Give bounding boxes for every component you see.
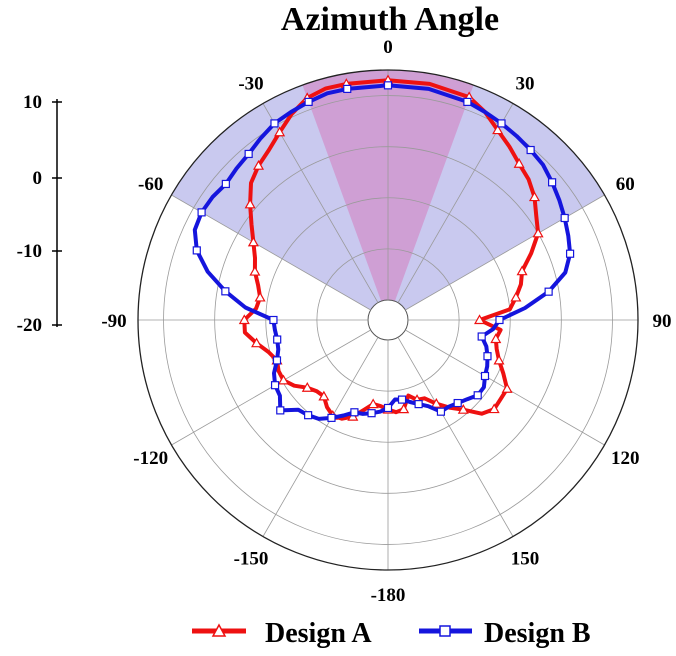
data-point-design-b (560, 213, 569, 223)
angle-tick-label: -60 (138, 174, 163, 195)
data-point-design-a (238, 314, 250, 325)
chart-title: Azimuth Angle (281, 1, 499, 38)
data-point-design-b (367, 409, 376, 418)
data-point-design-a (274, 126, 286, 137)
angle-tick-label: -30 (238, 74, 263, 95)
data-point-design-b (414, 400, 423, 409)
data-point-design-a (247, 236, 259, 247)
data-point-design-a (488, 403, 500, 414)
data-point-design-a (492, 124, 504, 135)
data-point-design-a (367, 398, 379, 409)
angle-tick-label: 30 (516, 74, 535, 95)
data-point-design-b (327, 413, 336, 422)
grid-spoke (262, 337, 379, 537)
data-point-design-b (480, 371, 490, 381)
legend-label-design-b: Design B (484, 618, 591, 649)
data-point-design-a (457, 403, 469, 414)
data-point-design-b (383, 81, 393, 90)
legend-triangle-marker (211, 623, 227, 637)
radial-axis: 10 0 -10 -20 (17, 92, 62, 336)
data-point-design-a (244, 198, 256, 209)
data-point-design-a (516, 265, 528, 276)
legend-item-design-a: Design A (192, 618, 372, 649)
data-point-design-a (510, 291, 522, 302)
data-point-design-a (532, 227, 544, 238)
angle-tick-label: 120 (611, 448, 640, 469)
radial-tick-label: -20 (17, 315, 42, 336)
grid-spoke (262, 103, 379, 303)
data-point-design-a (513, 158, 525, 168)
data-point-design-b (304, 97, 313, 106)
data-point-design-b (544, 287, 553, 296)
data-point-design-a (301, 381, 313, 392)
radial-tick-label: 10 (23, 92, 42, 113)
angle-tick-label: 150 (511, 548, 540, 569)
data-point-design-b (453, 398, 462, 408)
angle-tick-label: -150 (234, 548, 269, 569)
data-point-design-b (436, 407, 446, 416)
data-point-design-b (272, 356, 282, 365)
data-point-design-a (528, 191, 541, 202)
grid-spoke (397, 337, 514, 537)
data-point-design-b (192, 246, 201, 255)
inner-circle (367, 299, 409, 341)
data-point-design-a (490, 333, 502, 344)
data-point-design-b (350, 408, 359, 417)
angle-tick-label: 60 (616, 174, 635, 195)
data-point-design-b (269, 315, 278, 325)
data-point-design-b (270, 119, 279, 128)
data-point-design-b (463, 97, 472, 106)
data-point-design-b (477, 332, 486, 341)
grid-spoke (405, 194, 605, 311)
data-point-design-b (548, 178, 557, 187)
data-point-design-b (273, 335, 282, 344)
data-point-design-a (251, 337, 263, 348)
radial-tick-label: 0 (33, 168, 43, 189)
angle-tick-label: -180 (371, 585, 406, 606)
data-point-design-a (398, 403, 410, 414)
angle-tick-label: 90 (653, 311, 672, 332)
angle-tick-label: -90 (101, 311, 126, 332)
data-point-design-b (304, 411, 313, 420)
data-point-design-a (254, 291, 266, 302)
data-point-design-a (501, 383, 513, 393)
data-point-design-a (493, 354, 505, 365)
data-point-design-b (270, 381, 280, 390)
radial-tick-label: -10 (17, 241, 42, 262)
data-point-design-b (276, 406, 285, 415)
data-point-design-b (483, 352, 492, 361)
legend: Design A Design B (192, 618, 591, 649)
angle-tick-label: 0 (383, 37, 393, 58)
data-point-design-b (473, 391, 482, 400)
plot-area: 0 30 60 90 120 150 -180 -150 -120 -90 -60 -30 (101, 37, 671, 606)
data-point-design-b (221, 287, 230, 296)
data-point-design-b (221, 179, 230, 189)
legend-square-marker (439, 625, 451, 637)
data-point-design-b (497, 119, 506, 128)
data-point-design-a (277, 374, 290, 385)
data-point-design-b (244, 149, 253, 159)
data-point-design-a (474, 314, 486, 325)
data-point-design-b (495, 315, 504, 325)
data-point-design-a (430, 397, 442, 408)
data-point-design-a (318, 390, 330, 401)
outer-circle (137, 69, 639, 571)
angle-tick-label: -120 (133, 448, 168, 469)
data-point-design-b (197, 208, 206, 217)
data-point-design-b (397, 395, 407, 404)
legend-item-design-b: Design B (419, 618, 591, 649)
legend-label-design-a: Design A (265, 618, 372, 649)
grid-spoke (397, 103, 514, 303)
data-point-design-b (343, 84, 352, 93)
data-point-design-b (565, 249, 575, 258)
data-point-design-b (383, 403, 393, 413)
data-point-design-a (252, 159, 265, 170)
data-point-design-b (526, 145, 535, 155)
data-point-design-a (249, 265, 261, 276)
